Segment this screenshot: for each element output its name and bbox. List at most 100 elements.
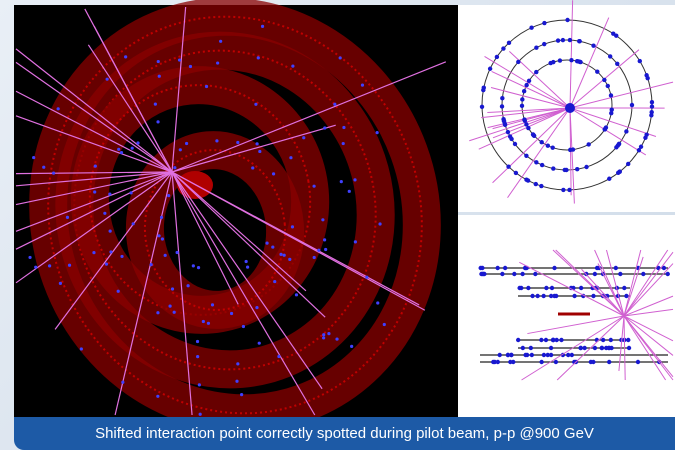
hit bbox=[291, 225, 294, 228]
hit bbox=[289, 156, 292, 159]
hit bbox=[561, 188, 565, 192]
hit bbox=[508, 360, 512, 364]
hit bbox=[534, 45, 538, 49]
hit bbox=[593, 346, 597, 350]
hit bbox=[120, 255, 123, 258]
hit bbox=[591, 360, 595, 364]
hit bbox=[565, 18, 569, 22]
hit bbox=[540, 163, 544, 167]
hit bbox=[607, 360, 611, 364]
hit bbox=[361, 84, 364, 87]
hit bbox=[156, 311, 159, 314]
hit bbox=[622, 286, 626, 290]
hit bbox=[608, 54, 612, 58]
hit bbox=[591, 294, 595, 298]
hit bbox=[529, 346, 533, 350]
hit bbox=[497, 353, 501, 357]
hit bbox=[52, 172, 55, 175]
hit bbox=[136, 141, 139, 144]
hit bbox=[539, 360, 543, 364]
hit bbox=[160, 216, 163, 219]
hit bbox=[339, 56, 342, 59]
hit bbox=[273, 280, 276, 283]
hit bbox=[196, 340, 199, 343]
hit bbox=[614, 266, 618, 270]
hit bbox=[521, 346, 525, 350]
hit bbox=[599, 346, 603, 350]
hit bbox=[641, 272, 645, 276]
hit bbox=[541, 294, 545, 298]
hit bbox=[609, 93, 613, 97]
hit bbox=[606, 84, 610, 88]
hit bbox=[607, 177, 611, 181]
hit bbox=[197, 266, 200, 269]
hit bbox=[535, 294, 539, 298]
hit bbox=[520, 272, 524, 276]
hit bbox=[161, 237, 164, 240]
hit bbox=[593, 272, 597, 276]
hit bbox=[354, 240, 357, 243]
hit bbox=[168, 305, 171, 308]
hit bbox=[604, 346, 608, 350]
hit bbox=[559, 338, 563, 342]
hit bbox=[324, 248, 327, 251]
hit bbox=[542, 42, 546, 46]
hit bbox=[342, 126, 345, 129]
hit bbox=[211, 303, 214, 306]
hit bbox=[376, 131, 379, 134]
hit bbox=[156, 120, 159, 123]
hit bbox=[265, 242, 268, 245]
hit bbox=[554, 338, 558, 342]
hit bbox=[507, 41, 511, 45]
hit bbox=[603, 127, 607, 131]
hit bbox=[186, 284, 189, 287]
hit bbox=[503, 266, 507, 270]
hit bbox=[32, 156, 35, 159]
hit bbox=[179, 148, 182, 151]
hit bbox=[242, 325, 245, 328]
hit bbox=[534, 70, 538, 74]
hit bbox=[192, 264, 195, 267]
caption: Shifted interaction point correctly spot… bbox=[14, 417, 675, 450]
hit bbox=[236, 141, 239, 144]
hit bbox=[350, 345, 353, 348]
vertex bbox=[565, 103, 575, 113]
hit bbox=[493, 360, 497, 364]
hit bbox=[171, 287, 174, 290]
hit bbox=[257, 56, 260, 59]
hit bbox=[59, 282, 62, 285]
hit bbox=[348, 190, 351, 193]
hit bbox=[323, 126, 326, 129]
hit bbox=[546, 144, 550, 148]
hit bbox=[649, 110, 653, 114]
hit bbox=[80, 347, 83, 350]
hit bbox=[579, 346, 583, 350]
hit bbox=[261, 25, 264, 28]
hit bbox=[558, 58, 562, 62]
hit bbox=[302, 136, 305, 139]
hit bbox=[68, 264, 71, 267]
hit bbox=[109, 250, 112, 253]
hit bbox=[522, 117, 526, 121]
hit bbox=[616, 171, 620, 175]
hit bbox=[556, 38, 560, 42]
hit bbox=[578, 60, 582, 64]
hit bbox=[340, 180, 343, 183]
longitudinal-view-panel bbox=[458, 215, 675, 417]
hit bbox=[258, 150, 261, 153]
hit bbox=[333, 103, 336, 106]
hit bbox=[230, 312, 233, 315]
hit bbox=[245, 260, 248, 263]
hit bbox=[57, 107, 60, 110]
hit bbox=[618, 272, 622, 276]
hit bbox=[376, 301, 379, 304]
hit bbox=[542, 353, 546, 357]
hit bbox=[178, 58, 181, 61]
hit bbox=[526, 126, 530, 130]
hit bbox=[530, 353, 534, 357]
hit bbox=[255, 142, 258, 145]
hit bbox=[173, 166, 176, 169]
hit bbox=[624, 129, 628, 133]
hit bbox=[626, 338, 630, 342]
hit bbox=[365, 276, 368, 279]
